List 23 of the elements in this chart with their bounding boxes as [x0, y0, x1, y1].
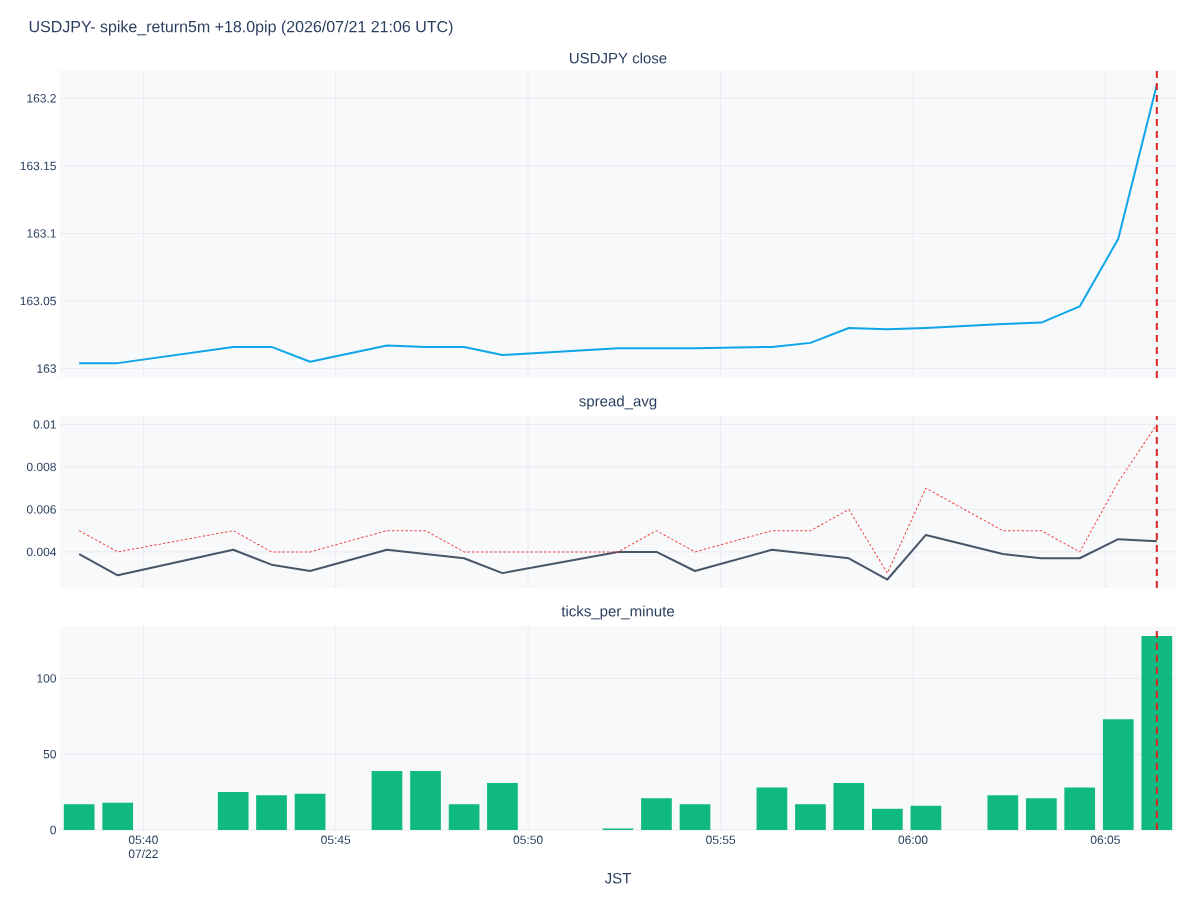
chart-title: ticks_per_minute	[561, 605, 674, 620]
y-tick-label: 100	[37, 674, 56, 683]
x-tick-label: 05:55	[706, 835, 736, 845]
x-tick-label: 05:50	[513, 835, 543, 845]
y-tick-label: 0.008	[26, 462, 56, 472]
y-tick-label: 50	[43, 749, 56, 759]
y-tick-label: 0	[50, 825, 56, 835]
y-tick-label: 163.15	[20, 161, 56, 171]
y-tick-label: 163	[37, 364, 56, 373]
y-tick-label: 0.006	[26, 505, 56, 514]
chart-subtitle: USDJPY close	[569, 52, 667, 64]
y-tick-label: 163.1	[27, 229, 56, 238]
x-axis-title: JST	[604, 872, 631, 884]
y-tick-label: 163.2	[27, 94, 56, 103]
y-tick-label: 0.01	[33, 420, 56, 429]
x-tick-label: 06:05	[1090, 835, 1120, 845]
y-tick-label: 0.004	[26, 547, 57, 557]
x-tick-label: 05:45	[321, 835, 351, 845]
x-tick-label: 05:40 07/22	[128, 835, 158, 859]
y-tick-label: 163.05	[20, 296, 56, 306]
chart-title: spread_avg	[579, 395, 657, 410]
chart-title: USDJPY- spike_return5m +18.0pip (2026/07/21 21:06 UTC)	[29, 20, 453, 36]
x-tick-label: 06:00	[898, 835, 928, 845]
